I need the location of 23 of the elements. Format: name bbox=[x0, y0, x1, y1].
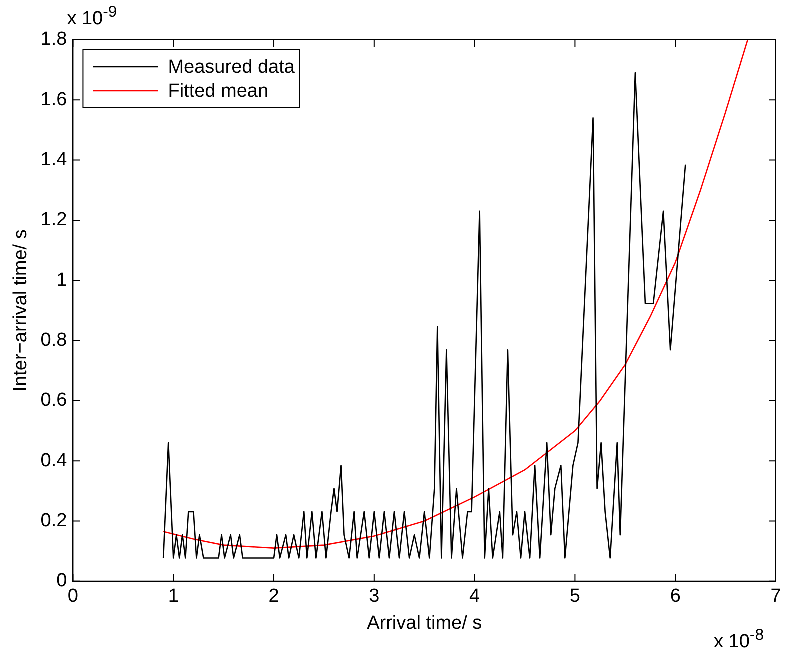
x-tick-label: 7 bbox=[770, 586, 782, 608]
y-tick-label: 1.2 bbox=[40, 210, 68, 231]
y-tick-label: 0.4 bbox=[40, 450, 68, 472]
text: x 10$^{-8}$ bbox=[714, 627, 764, 654]
x-tick-label: 6 bbox=[670, 586, 681, 608]
y-tick-label: 0.6 bbox=[40, 390, 68, 412]
x-tick-label: 3 bbox=[369, 586, 380, 608]
y-axis-title: Inter−arrival time/ s bbox=[10, 230, 32, 392]
y-tick-label: 0 bbox=[56, 570, 68, 592]
text: x 10$^{-9}$ bbox=[67, 4, 118, 30]
x-axis-title: Arrival time/ s bbox=[367, 612, 482, 634]
legend-label: Measured data bbox=[168, 57, 296, 78]
y-tick-label: 0.8 bbox=[40, 330, 68, 352]
x-tick-label: 1 bbox=[168, 586, 179, 608]
y-tick-label: 1.6 bbox=[40, 89, 68, 110]
y-tick-label: 0.2 bbox=[40, 510, 68, 532]
y-tick-label: 1 bbox=[56, 270, 68, 291]
x-tick-label: 4 bbox=[470, 586, 481, 608]
y-tick-label: 1.8 bbox=[40, 29, 68, 50]
y-tick-label: 1.4 bbox=[40, 150, 68, 171]
x-tick-label: 2 bbox=[268, 586, 280, 608]
x-tick-label: 5 bbox=[570, 586, 580, 608]
legend-label: Fitted mean bbox=[168, 81, 269, 102]
